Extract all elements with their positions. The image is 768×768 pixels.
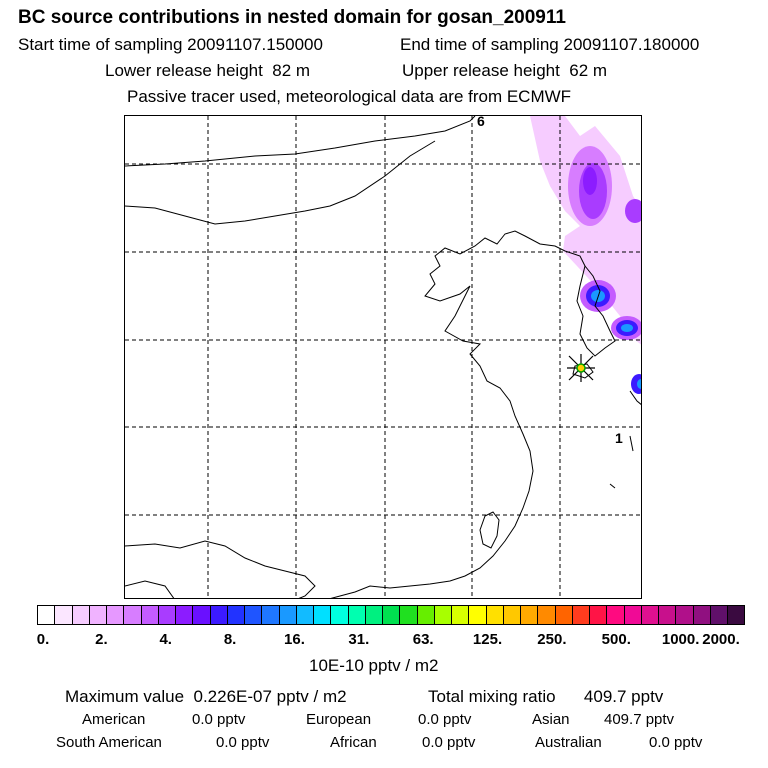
colorbar-swatch — [607, 606, 625, 624]
graticule — [125, 116, 641, 598]
colorbar-swatch — [538, 606, 556, 624]
colorbar-swatch — [676, 606, 694, 624]
colorbar-swatch — [452, 606, 470, 624]
colorbar — [37, 605, 745, 625]
total-mixing-ratio-label: Total mixing ratio — [428, 687, 556, 706]
colorbar-swatch — [434, 606, 452, 624]
end-time: End time of sampling 20091107.180000 — [400, 36, 699, 53]
colorbar-tick-label: 4. — [159, 631, 172, 648]
colorbar-swatch — [210, 606, 228, 624]
colorbar-swatch — [348, 606, 366, 624]
colorbar-swatch — [417, 606, 435, 624]
start-time-label: Start time of sampling — [18, 35, 183, 54]
colorbar-tick-label: 2. — [95, 631, 108, 648]
maximum-value-label: Maximum value — [65, 687, 185, 706]
colorbar-swatch — [331, 606, 349, 624]
marker-label-right: 1 — [615, 430, 623, 446]
total-mixing-ratio-value: 409.7 pptv — [583, 687, 664, 706]
region-name: African — [330, 734, 377, 751]
colorbar-swatch — [193, 606, 211, 624]
region-value: 0.0 pptv — [649, 734, 703, 751]
colorbar-swatch — [469, 606, 487, 624]
plot-title: BC source contributions in nested domain… — [18, 7, 566, 28]
colorbar-swatch — [555, 606, 573, 624]
colorbar-swatch — [89, 606, 107, 624]
colorbar-swatch — [400, 606, 418, 624]
end-time-value: 20091107.180000 — [563, 35, 700, 54]
colorbar-units: 10E-10 pptv / m2 — [309, 656, 439, 675]
upper-height-value: 62 m — [569, 61, 608, 80]
region-value: 409.7 pptv — [604, 711, 675, 728]
colorbar-swatch — [365, 606, 383, 624]
map-panel: 6 1 — [124, 115, 642, 599]
upper-height-label: Upper release height — [402, 61, 560, 80]
plume-field — [530, 116, 641, 394]
colorbar-swatch — [107, 606, 125, 624]
map-svg: 6 1 — [125, 116, 641, 598]
colorbar-tick-label: 500. — [601, 631, 631, 648]
lower-height-label: Lower release height — [105, 61, 263, 80]
colorbar-tick-label: 31. — [348, 631, 370, 648]
region-value: 0.0 pptv — [418, 711, 472, 728]
colorbar-swatch — [262, 606, 280, 624]
colorbar-swatch — [659, 606, 677, 624]
colorbar-swatch — [641, 606, 659, 624]
colorbar-swatch — [296, 606, 314, 624]
total-mixing-ratio: Total mixing ratio 409.7 pptv — [428, 688, 663, 705]
lower-height: Lower release height 82 m — [105, 62, 310, 79]
colorbar-swatch — [383, 606, 401, 624]
colorbar-swatch — [124, 606, 142, 624]
region-name: South American — [56, 734, 162, 751]
colorbar-tick-label: 63. — [412, 631, 434, 648]
region-name: European — [306, 711, 372, 728]
tracer-note: Passive tracer used, meteorological data… — [127, 87, 572, 106]
colorbar-tick-label: 8. — [223, 631, 237, 648]
colorbar-swatch — [503, 606, 521, 624]
colorbar-swatch — [728, 606, 745, 624]
colorbar-swatch — [158, 606, 176, 624]
region-name: American — [82, 711, 146, 728]
maximum-value-number: 0.226E-07 pptv / m2 — [193, 687, 347, 706]
colorbar-swatch — [624, 606, 642, 624]
colorbar-tick-label: 1000. — [661, 631, 700, 648]
colorbar-swatch — [590, 606, 608, 624]
colorbar-swatch — [72, 606, 90, 624]
region-name: Australian — [535, 734, 602, 751]
colorbar-swatch — [141, 606, 159, 624]
colorbar-swatch — [314, 606, 332, 624]
region-value: 0.0 pptv — [192, 711, 246, 728]
release-site-marker — [567, 354, 595, 382]
region-value: 0.0 pptv — [216, 734, 270, 751]
marker-label-top: 6 — [477, 116, 485, 129]
colorbar-tick-label: 2000. — [702, 631, 740, 648]
coastlines — [125, 116, 641, 598]
colorbar-swatch — [279, 606, 297, 624]
colorbar-tick-label: 125. — [472, 631, 503, 648]
colorbar-swatch — [227, 606, 245, 624]
colorbar-tick-label: 250. — [537, 631, 567, 648]
colorbar-swatch — [572, 606, 590, 624]
colorbar-tick-label: 0. — [36, 631, 50, 648]
maximum-value: Maximum value 0.226E-07 pptv / m2 — [65, 688, 347, 705]
start-time-value: 20091107.150000 — [187, 35, 323, 54]
region-value: 0.0 pptv — [422, 734, 476, 751]
start-time: Start time of sampling 20091107.150000 — [18, 36, 323, 53]
colorbar-swatch — [693, 606, 711, 624]
colorbar-swatch — [176, 606, 194, 624]
upper-height: Upper release height 62 m — [402, 62, 607, 79]
colorbar-swatch — [245, 606, 263, 624]
colorbar-swatch — [38, 606, 56, 624]
colorbar-swatch — [710, 606, 728, 624]
end-time-label: End time of sampling — [400, 35, 559, 54]
colorbar-swatch — [521, 606, 539, 624]
colorbar-swatch — [486, 606, 504, 624]
lower-height-value: 82 m — [272, 61, 311, 80]
colorbar-swatch — [55, 606, 73, 624]
colorbar-tick-label: 16. — [284, 631, 305, 648]
region-name: Asian — [532, 711, 570, 728]
